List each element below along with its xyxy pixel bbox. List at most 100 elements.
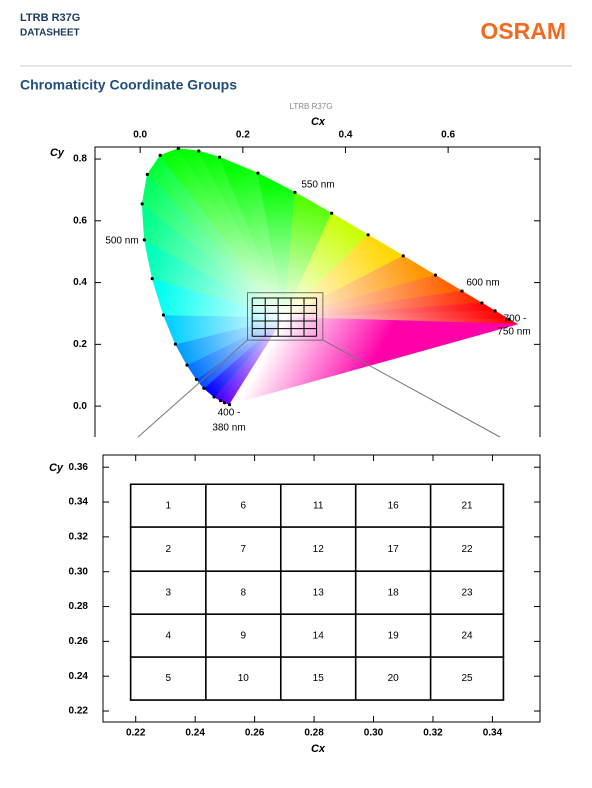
frame xyxy=(102,454,541,723)
x-tick-label: 0.24 xyxy=(185,728,205,739)
locus-point xyxy=(480,301,484,305)
x-axis-label: Cx xyxy=(311,116,326,128)
group-label: 24 xyxy=(461,630,473,641)
y-tick-label: 0.6 xyxy=(73,215,87,226)
group-label: 2 xyxy=(165,544,171,555)
group-label: 10 xyxy=(238,673,250,684)
locus-point xyxy=(256,171,260,175)
group-label: 16 xyxy=(388,500,400,511)
x-tick-label: 0.26 xyxy=(245,728,265,739)
wavelength-label: 600 nm xyxy=(466,278,499,289)
y-tick-label: 0.28 xyxy=(69,601,89,612)
x-tick-label: 0.32 xyxy=(423,728,443,739)
y-axis-label: Cy xyxy=(50,147,65,159)
x-tick-label: 0.6 xyxy=(441,130,455,141)
locus-point xyxy=(202,386,206,390)
doc-type: DATASHEET xyxy=(20,28,80,39)
group-label: 1 xyxy=(165,500,171,511)
wavelength-label: 500 nm xyxy=(105,236,138,247)
locus-point xyxy=(185,363,189,367)
locus-point xyxy=(227,402,232,407)
wavelength-label: 700 - xyxy=(504,314,527,325)
wavelength-label: 380 nm xyxy=(212,423,245,434)
y-tick-label: 0.26 xyxy=(69,636,89,647)
group-label: 14 xyxy=(313,630,325,641)
y-tick-label: 0.24 xyxy=(69,671,89,682)
x-tick-label: 0.30 xyxy=(364,728,384,739)
locus-point xyxy=(176,147,180,151)
frame xyxy=(94,146,541,437)
wavelength-label: 550 nm xyxy=(301,180,334,191)
logo: OSRAM xyxy=(480,18,566,44)
group-label: 22 xyxy=(461,544,473,555)
locus-point xyxy=(293,190,297,194)
locus-point xyxy=(433,273,437,277)
x-tick-label: 0.0 xyxy=(133,130,147,141)
locus-point xyxy=(330,211,334,215)
y-tick-label: 0.2 xyxy=(73,339,87,350)
gamut-fill xyxy=(228,316,518,406)
locus-point xyxy=(145,172,149,177)
wavelength-label: 750 nm xyxy=(497,327,530,338)
zoom-connector xyxy=(137,339,248,438)
y-tick-label: 0.0 xyxy=(73,401,87,412)
locus-point xyxy=(460,289,464,293)
product-name: LTRB R37G xyxy=(20,12,80,24)
group-label: 8 xyxy=(241,587,247,598)
locus-point xyxy=(161,313,166,317)
zoom-box xyxy=(247,292,324,341)
group-label: 6 xyxy=(241,500,247,511)
x-tick-label: 0.2 xyxy=(236,130,250,141)
group-label: 19 xyxy=(388,630,400,641)
group-label: 20 xyxy=(388,673,400,684)
locus-point xyxy=(158,153,162,157)
x-axis-label: Cx xyxy=(311,743,326,755)
locus-point xyxy=(507,317,511,321)
locus-point xyxy=(150,277,154,281)
locus-point xyxy=(366,233,370,237)
locus-point xyxy=(218,399,223,403)
x-tick-label: 0.4 xyxy=(339,130,353,141)
locus-point xyxy=(493,309,497,313)
x-tick-label: 0.34 xyxy=(483,728,503,739)
group-label: 12 xyxy=(313,544,325,555)
group-label: 25 xyxy=(461,673,473,684)
y-tick-label: 0.32 xyxy=(69,531,89,542)
group-label: 3 xyxy=(165,587,171,598)
group-label: 5 xyxy=(165,673,171,684)
locus-point xyxy=(212,395,216,399)
zoom-connector xyxy=(322,339,501,438)
y-tick-label: 0.36 xyxy=(69,462,89,473)
wavelength-label: 400 - xyxy=(218,408,241,419)
group-label: 11 xyxy=(313,500,324,511)
x-tick-label: 0.28 xyxy=(304,728,324,739)
group-label: 18 xyxy=(388,587,400,598)
chart-title: LTRB R37G xyxy=(290,102,333,111)
group-label: 13 xyxy=(313,587,325,598)
locus-point xyxy=(140,202,144,206)
group-label: 21 xyxy=(461,500,473,511)
y-axis-label: Cy xyxy=(49,462,64,474)
section-title: Chromaticity Coordinate Groups xyxy=(20,77,237,93)
locus-point xyxy=(401,254,405,258)
locus-point xyxy=(173,342,178,346)
locus-point xyxy=(197,149,201,153)
locus-point xyxy=(217,155,222,159)
x-tick-label: 0.22 xyxy=(126,728,146,739)
locus-point xyxy=(222,401,227,405)
y-tick-label: 0.8 xyxy=(73,154,87,165)
group-label: 15 xyxy=(313,673,325,684)
group-label: 17 xyxy=(388,544,400,555)
y-tick-label: 0.30 xyxy=(69,566,89,577)
group-label: 23 xyxy=(461,587,473,598)
group-label: 7 xyxy=(241,544,247,555)
group-label: 9 xyxy=(241,630,247,641)
locus-point xyxy=(194,377,199,381)
locus-point xyxy=(142,238,146,242)
group-label: 4 xyxy=(165,630,171,641)
y-tick-label: 0.22 xyxy=(69,706,89,717)
y-tick-label: 0.4 xyxy=(73,277,87,288)
y-tick-label: 0.34 xyxy=(69,497,89,508)
